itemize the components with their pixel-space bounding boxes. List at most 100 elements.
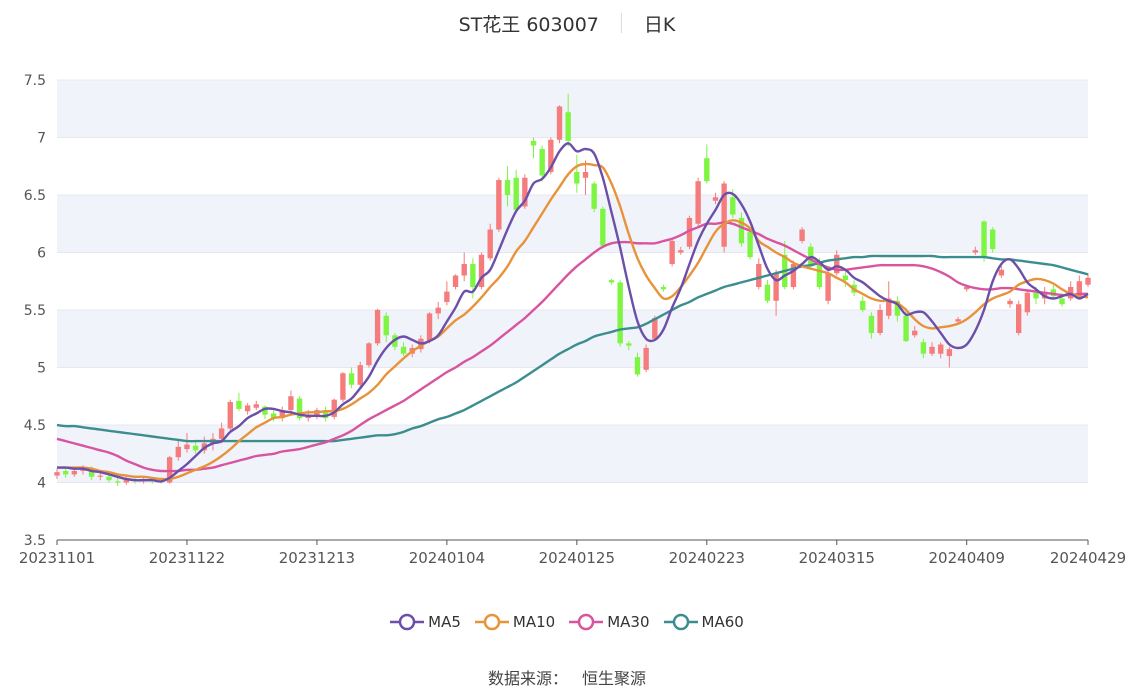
- candle-body: [270, 413, 277, 419]
- stock-title: ST花王 603007: [458, 13, 599, 36]
- ma-line-ma10: [57, 162, 1089, 481]
- candle-body: [886, 298, 892, 316]
- candle-body: [920, 342, 927, 354]
- candle-body: [929, 346, 935, 354]
- candle-body: [773, 273, 779, 301]
- candle-body: [946, 349, 953, 356]
- candle-body: [88, 468, 95, 477]
- candle-body: [669, 241, 675, 264]
- candle-body: [504, 180, 511, 195]
- candle-body: [600, 208, 606, 246]
- legend-label: MA5: [428, 613, 461, 631]
- candle-body: [756, 264, 762, 287]
- candle-body: [279, 410, 285, 419]
- ma-line-ma5: [56, 142, 1089, 483]
- candle-body: [834, 254, 840, 274]
- legend-marker-icon: [390, 613, 425, 631]
- candle-body: [288, 396, 294, 411]
- candle-body: [790, 264, 797, 287]
- candle-body: [660, 287, 667, 290]
- candle-body: [262, 406, 268, 415]
- candle-body: [530, 140, 537, 146]
- candle-body: [348, 373, 355, 385]
- candle-body: [686, 218, 693, 247]
- candle-body: [695, 181, 701, 224]
- candle-body: [990, 229, 996, 250]
- candle-body: [608, 280, 615, 283]
- candle-body: [626, 343, 632, 346]
- candle-body: [747, 231, 753, 258]
- x-axis: 20231101 20231122 20231213 20240104 20240125…: [19, 539, 1126, 567]
- x-tick-label: 20240125: [539, 549, 615, 567]
- candle-body: [582, 172, 589, 178]
- candle-body: [912, 330, 918, 336]
- candle-body: [964, 287, 970, 290]
- legend-marker-icon: [474, 613, 509, 631]
- legend-circle: [577, 613, 595, 631]
- legend-item-ma30[interactable]: MA30: [569, 612, 650, 632]
- candle-body: [435, 307, 441, 314]
- x-tick-label: 20240104: [409, 549, 485, 567]
- legend-label: MA10: [512, 613, 556, 631]
- legend-label: MA30: [607, 613, 650, 631]
- candle-body: [71, 471, 78, 475]
- candle-body: [548, 139, 554, 172]
- candle-body: [253, 404, 259, 408]
- candle-body: [62, 471, 69, 475]
- candle-body: [1016, 304, 1022, 333]
- candle-body: [106, 476, 112, 481]
- candle-body: [825, 273, 831, 301]
- candlestick-chart[interactable]: 3.544.555.566.577.5 20231101 20231122 2023…: [0, 0, 1134, 600]
- x-tick-label: 20231101: [19, 549, 95, 567]
- y-tick-label: 6: [37, 246, 46, 262]
- data-source: 数据来源： 恒生聚源: [0, 665, 1134, 689]
- candle-body: [574, 172, 580, 184]
- candle-body: [522, 177, 528, 207]
- y-axis: 3.5 4 4.5 5 5.5 6 6.5 7 7.5: [24, 73, 46, 549]
- candle-body: [175, 446, 181, 458]
- candle-body: [591, 183, 597, 209]
- candle-body: [426, 313, 433, 342]
- legend-item-ma5[interactable]: MA5: [390, 612, 461, 632]
- candle-body: [244, 405, 251, 412]
- candle-body: [738, 218, 745, 244]
- candle-body: [799, 229, 805, 241]
- candle-body: [565, 112, 571, 141]
- ma-line-ma30: [56, 221, 1089, 473]
- candle-body: [617, 282, 623, 344]
- candle-body: [652, 318, 658, 339]
- candle-body: [487, 229, 493, 259]
- legend-circle: [398, 613, 416, 631]
- legend-item-ma10[interactable]: MA10: [474, 612, 556, 632]
- period-tab[interactable]: 日K: [643, 13, 676, 36]
- candle-body: [678, 250, 684, 253]
- candle-body: [1059, 298, 1065, 305]
- candle-body: [868, 315, 875, 333]
- legend-circle: [672, 613, 689, 631]
- x-tick-label: 20240429: [1050, 549, 1126, 567]
- candle-body: [1085, 277, 1091, 285]
- candle-body: [764, 284, 771, 301]
- title-divider: [620, 13, 622, 33]
- candle-body: [192, 445, 199, 451]
- legend-item-ma60[interactable]: MA60: [663, 612, 744, 632]
- candle-body: [842, 275, 849, 281]
- candle-body: [470, 264, 476, 287]
- y-tick-label: 5: [37, 361, 46, 377]
- x-tick-label: 20240315: [799, 549, 875, 567]
- candle-body: [461, 264, 467, 276]
- y-tick-label: 7: [37, 131, 46, 147]
- candle-body: [1007, 300, 1013, 305]
- candle-body: [444, 291, 450, 302]
- candle-body: [634, 357, 641, 375]
- candle-body: [227, 402, 233, 429]
- ma-lines: [56, 142, 1089, 483]
- candle-body: [383, 315, 389, 336]
- candle-body: [998, 269, 1005, 276]
- y-tick-label: 6.5: [24, 188, 46, 204]
- y-tick-label: 5.5: [24, 303, 46, 319]
- candle-body: [955, 319, 961, 322]
- source-value: 恒生聚源: [582, 669, 647, 688]
- candle-body: [374, 310, 381, 344]
- candle-body: [1033, 292, 1039, 299]
